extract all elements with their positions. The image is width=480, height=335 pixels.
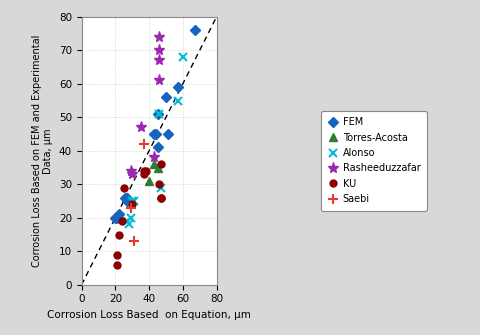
Y-axis label: Corrosion Loss Based on FEM and Experimental
Data, μm: Corrosion Loss Based on FEM and Experime… [32, 35, 53, 267]
Legend: FEM, Torres-Acosta, Alonso, Rasheeduzzafar, KU, Saebi: FEM, Torres-Acosta, Alonso, Rasheeduzzaf… [322, 111, 427, 211]
X-axis label: Corrosion Loss Based  on Equation, μm: Corrosion Loss Based on Equation, μm [47, 310, 251, 320]
